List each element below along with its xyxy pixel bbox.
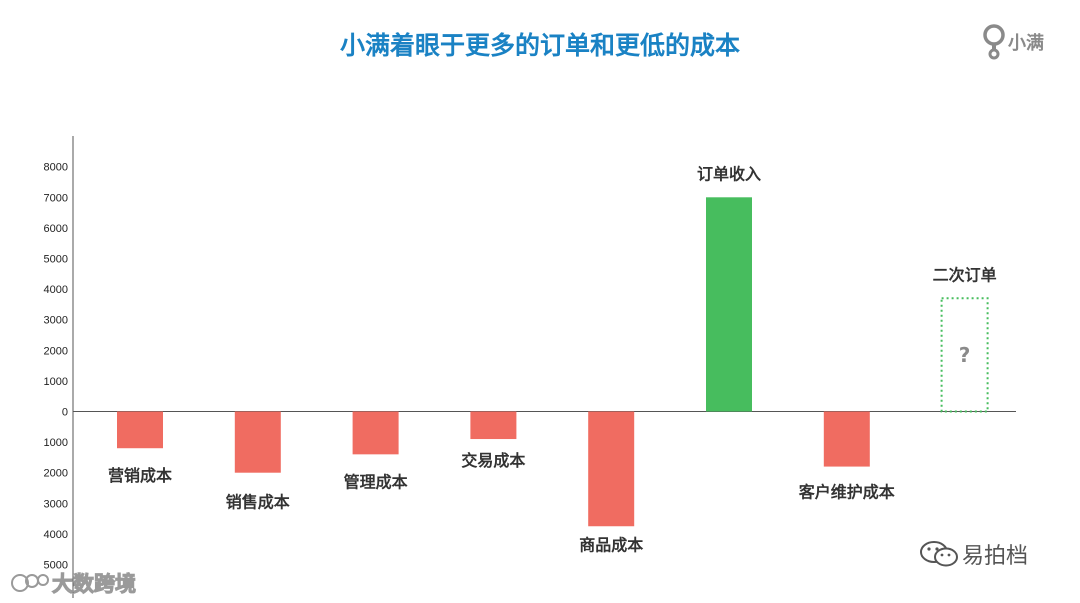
y-tick-label: 2000 [44,345,68,357]
y-tick-label: 2000 [44,468,68,480]
bar [117,411,163,449]
y-tick-label: 3000 [44,498,68,510]
category-label: 营销成本 [108,466,172,485]
bar [352,411,399,455]
watermark-left: 大数跨境 [10,568,137,598]
category-label: 客户维护成本 [799,483,895,502]
y-tick-label: 3000 [44,315,68,327]
bar [823,411,870,467]
category-label: 交易成本 [461,451,525,470]
lightbulb-icon [983,24,1005,60]
watermark-left-text: 大数跨境 [52,572,137,597]
y-tick-label: 6000 [44,223,68,235]
y-tick-label: 4000 [44,529,68,541]
bar-placeholder [940,297,989,413]
bar [470,411,517,440]
wechat-icon [920,541,958,567]
category-label: 订单收入 [697,164,761,183]
y-tick-label: 4000 [44,284,68,296]
category-label: 销售成本 [226,493,290,512]
y-tick-label: 5000 [44,254,68,266]
page-title: 小满着眼于更多的订单和更低的成本 [339,31,740,60]
brand-name: 小满 [1008,33,1044,54]
bar [234,411,281,473]
watermark-right-text: 易拍档 [962,544,1029,569]
watermark-logo-icon [11,574,49,592]
y-tick-label: 7000 [44,192,68,204]
y-tick-label: 5000 [44,560,68,572]
bar-question-mark: ? [959,343,971,367]
category-label: 管理成本 [344,472,408,491]
category-label: 商品成本 [579,535,643,554]
bar [706,197,752,412]
y-tick-label: 1000 [44,376,68,388]
y-tick-label: 8000 [44,162,68,174]
brand-logo: 小满 [982,22,1044,62]
y-tick-label: 0 [62,407,68,419]
category-label: 二次订单 [933,265,997,284]
bar [588,411,635,527]
y-tick-label: 1000 [44,437,68,449]
watermark-right: 易拍档 [918,538,1028,570]
